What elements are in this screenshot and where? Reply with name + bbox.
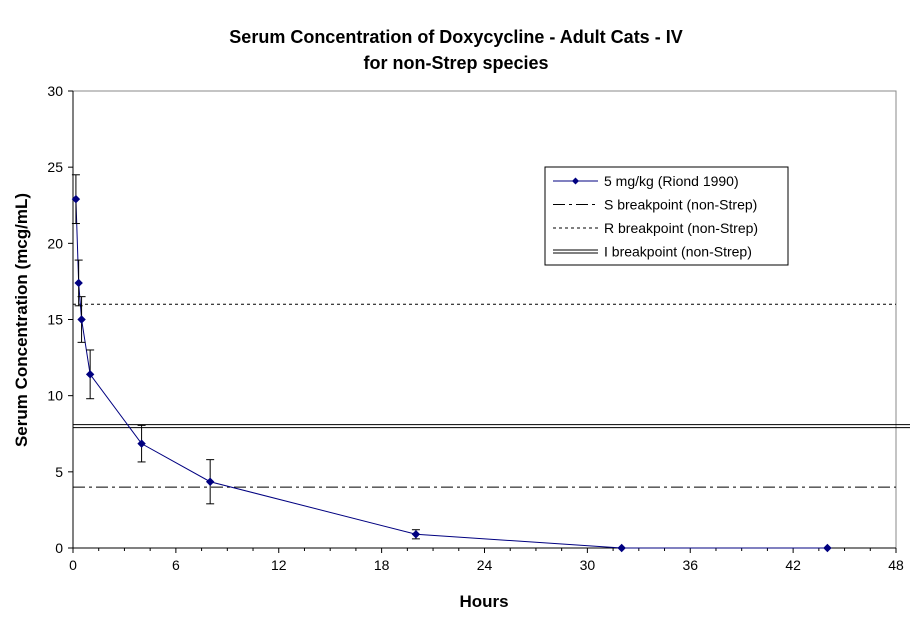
data-point — [205, 477, 215, 486]
y-tick-label: 20 — [47, 235, 63, 251]
legend-label: 5 mg/kg (Riond 1990) — [604, 173, 739, 189]
x-tick-label: 36 — [682, 557, 698, 573]
data-point — [617, 543, 626, 553]
x-axis-label: Hours — [459, 592, 508, 611]
y-tick-label: 5 — [55, 464, 63, 480]
legend-label: R breakpoint (non-Strep) — [604, 220, 758, 236]
legend-entry: S breakpoint (non-Strep) — [553, 197, 757, 213]
x-tick-label: 6 — [172, 557, 180, 573]
legend-swatch-marker — [572, 177, 579, 185]
legend-entry: 5 mg/kg (Riond 1990) — [553, 173, 739, 189]
data-point — [137, 439, 146, 448]
x-tick-label: 30 — [580, 557, 596, 573]
plot-area — [72, 90, 897, 549]
x-tick-label: 42 — [785, 557, 801, 573]
y-tick-label: 15 — [47, 312, 63, 328]
chart-title: Serum Concentration of Doxycycline - Adu… — [229, 27, 682, 47]
chart-subtitle: for non-Strep species — [363, 53, 548, 73]
series-layer — [71, 174, 832, 553]
x-tick-label: 48 — [888, 557, 904, 573]
y-tick-label: 0 — [55, 540, 63, 556]
data-point — [85, 370, 95, 379]
y-tick-label: 25 — [47, 159, 63, 175]
legend-entry: I breakpoint (non-Strep) — [553, 244, 752, 260]
x-tick-label: 0 — [69, 557, 77, 573]
legend-label: S breakpoint (non-Strep) — [604, 197, 757, 213]
data-point — [71, 194, 81, 204]
data-point — [74, 278, 83, 288]
x-tick-label: 18 — [374, 557, 390, 573]
y-tick-label: 10 — [47, 388, 63, 404]
y-axis-label: Serum Concentration (mcg/mL) — [12, 193, 31, 447]
x-tick-label: 12 — [271, 557, 287, 573]
legend-entry: R breakpoint (non-Strep) — [553, 220, 758, 236]
data-point — [823, 543, 832, 553]
legend-box — [544, 166, 789, 266]
x-tick-label: 24 — [477, 557, 493, 573]
reference-lines — [73, 303, 910, 488]
y-tick-label: 30 — [47, 83, 63, 99]
data-point — [77, 315, 86, 324]
legend-label: I breakpoint (non-Strep) — [604, 244, 752, 260]
legend: 5 mg/kg (Riond 1990) S breakpoint (non-St… — [544, 166, 789, 266]
data-point — [411, 530, 421, 539]
